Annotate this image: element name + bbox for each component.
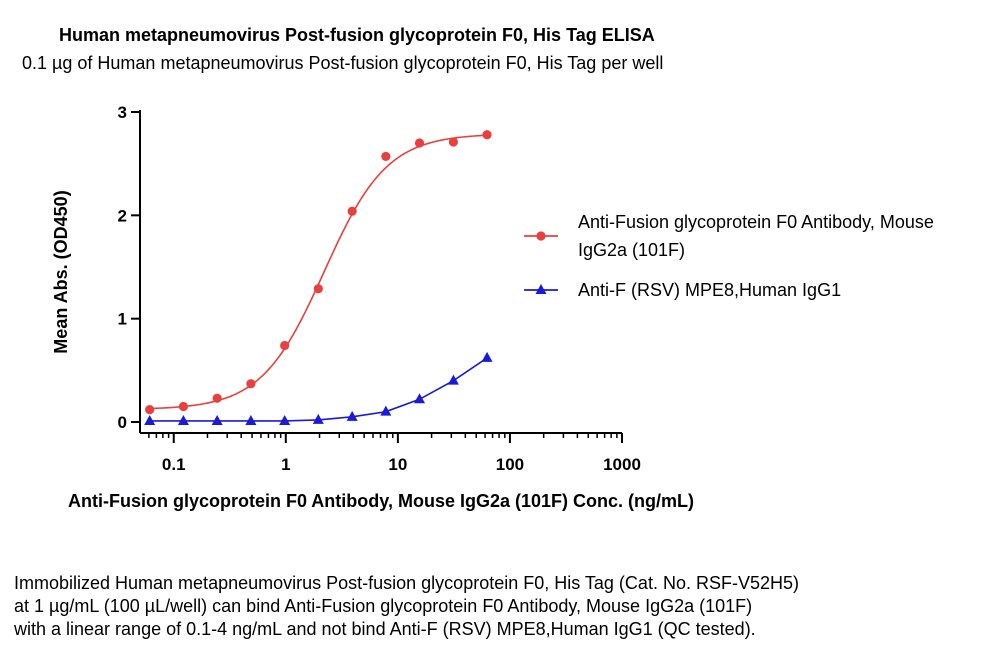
x-tick-label: 1000 [603, 455, 641, 474]
data-point [381, 151, 391, 162]
data-point [481, 351, 493, 362]
legend-marker [536, 231, 546, 241]
y-tick-label: 1 [118, 310, 127, 329]
ticks: 0 1 2 3 0.1 1 10 100 1000 [118, 103, 641, 474]
data-point [346, 410, 358, 421]
x-tick-label: 100 [496, 455, 524, 474]
axes [139, 110, 622, 434]
data-point [380, 405, 392, 416]
data-point [177, 414, 189, 425]
legend-label: IgG2a (101F) [578, 240, 685, 260]
series-line [149, 134, 488, 410]
y-tick-label: 0 [118, 413, 127, 432]
series-layer [144, 130, 493, 425]
data-point [211, 414, 223, 425]
data-point [145, 405, 155, 415]
legend-label: Anti-F (RSV) MPE8,Human IgG1 [578, 280, 841, 300]
chart-title: Human metapneumovirus Post-fusion glycop… [59, 25, 655, 45]
legend: Anti-Fusion glycoprotein F0 Antibody, Mo… [524, 212, 934, 300]
data-point [347, 206, 357, 216]
data-point [414, 393, 426, 404]
data-point [312, 413, 324, 424]
caption-line: with a linear range of 0.1-4 ng/mL and n… [14, 619, 756, 639]
y-tick-label: 2 [118, 206, 127, 225]
data-point [447, 374, 459, 385]
legend-marker [535, 284, 547, 294]
caption: Immobilized Human metapneumovirus Post-f… [14, 572, 799, 641]
data-point [313, 284, 323, 294]
legend-item-1: Anti-Fusion glycoprotein F0 Antibody, Mo… [524, 212, 934, 260]
y-axis-label: Mean Abs. (OD450) [51, 190, 71, 353]
data-point [414, 138, 425, 148]
x-axis-label: Anti-Fusion glycoprotein F0 Antibody, Mo… [68, 491, 694, 511]
data-point [178, 401, 189, 412]
caption-line: Immobilized Human metapneumovirus Post-f… [14, 573, 799, 593]
data-point [448, 137, 459, 147]
data-point [279, 414, 291, 425]
legend-item-2: Anti-F (RSV) MPE8,Human IgG1 [524, 280, 841, 300]
legend-label: Anti-Fusion glycoprotein F0 Antibody, Mo… [578, 212, 934, 232]
data-point [245, 414, 257, 425]
caption-line: at 1 µg/mL (100 µL/well) can bind Anti-F… [14, 596, 753, 616]
data-point [212, 393, 222, 403]
y-tick-label: 3 [118, 103, 127, 122]
data-point [280, 340, 290, 351]
series-1 [145, 130, 492, 415]
x-tick-label: 10 [388, 455, 407, 474]
data-point [482, 130, 492, 140]
chart-subtitle: 0.1 µg of Human metapneumovirus Post-fus… [22, 53, 664, 73]
elisa-chart: 0 1 2 3 0.1 1 10 100 1000 Anti-Fusion glycoprote… [51, 103, 934, 511]
x-tick-label: 0.1 [162, 455, 186, 474]
data-point [144, 414, 156, 425]
x-tick-label: 1 [281, 455, 290, 474]
data-point [246, 379, 256, 389]
series-line [149, 357, 488, 422]
series-2 [144, 351, 493, 425]
